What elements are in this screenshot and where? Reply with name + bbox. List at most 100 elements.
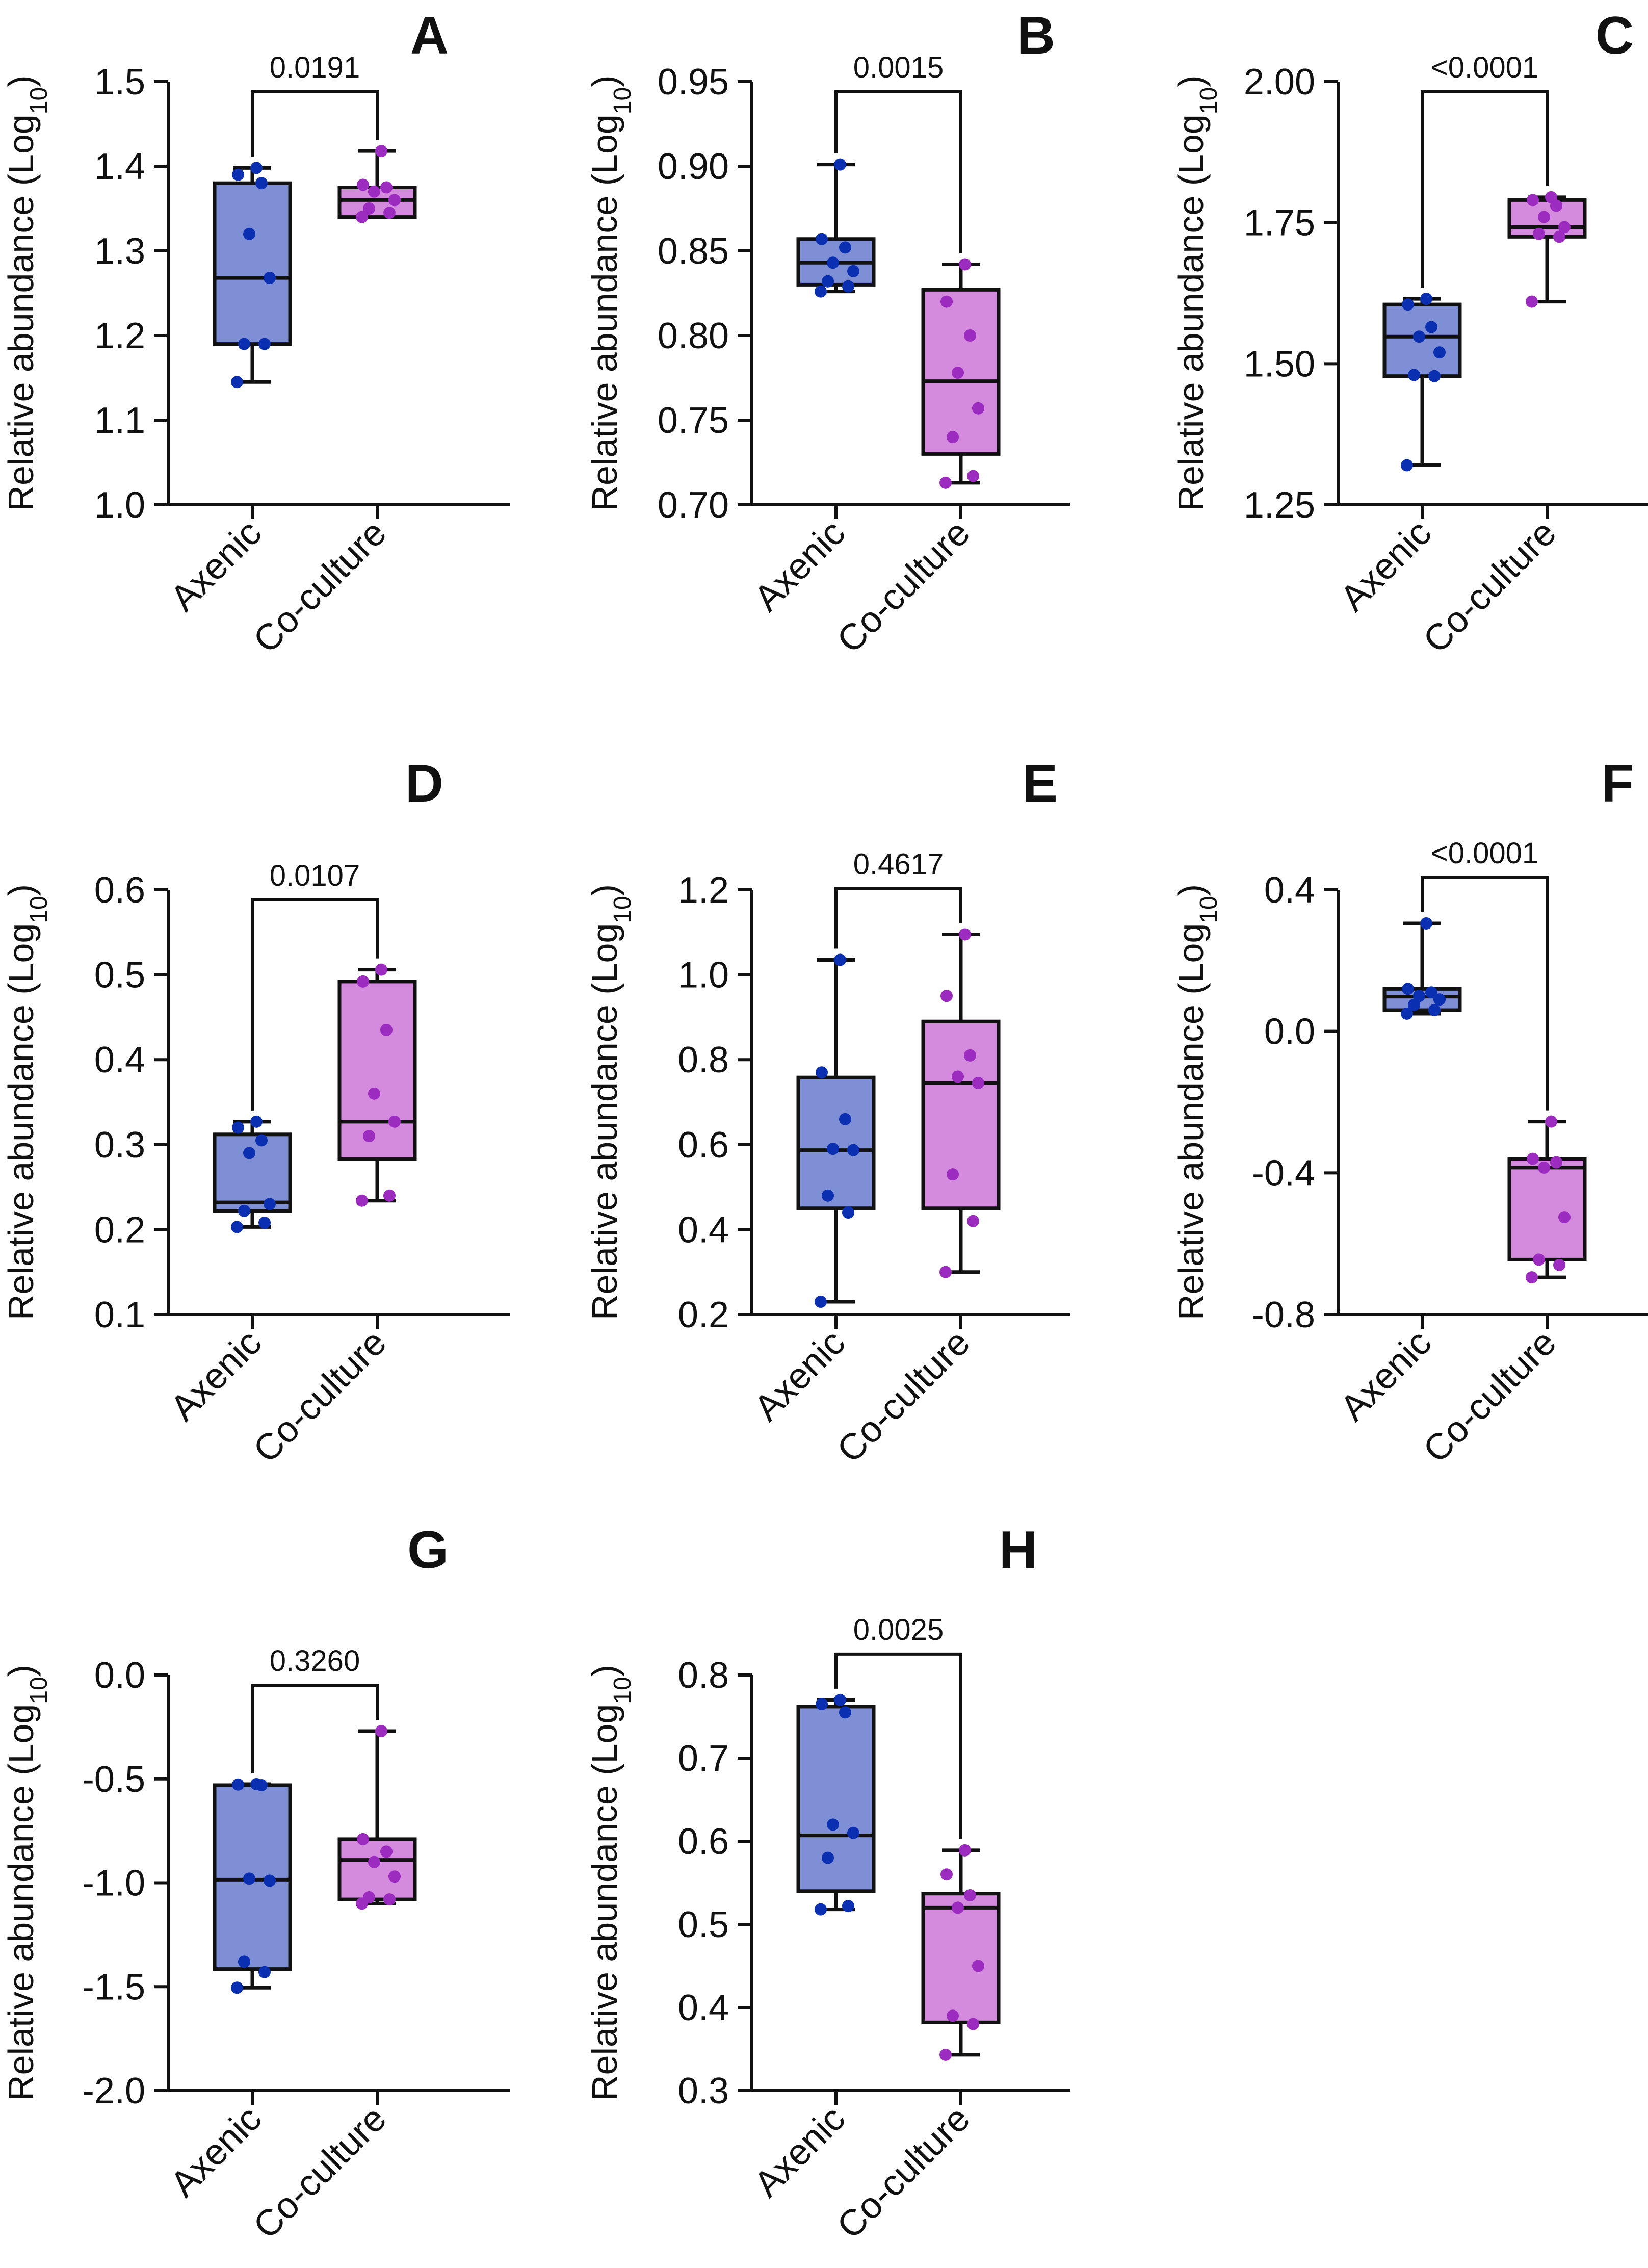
box-co-culture (337, 1837, 417, 1901)
data-point-axenic (232, 1778, 244, 1791)
box-co-culture (1507, 1157, 1587, 1261)
data-point-axenic (232, 1121, 244, 1134)
data-point-axenic (815, 1903, 827, 1916)
y-tick-label: 0.4 (678, 1209, 729, 1250)
data-point-co-culture (1526, 1271, 1538, 1284)
y-tick-label: 0.3 (94, 1125, 145, 1166)
data-point-co-culture (952, 1901, 964, 1914)
data-point-co-culture (1538, 211, 1550, 223)
data-point-co-culture (1545, 191, 1557, 203)
y-tick-label: 1.1 (94, 400, 145, 441)
p-value-label: 0.4617 (853, 847, 944, 881)
data-point-axenic (1402, 298, 1414, 311)
data-point-co-culture (1538, 1161, 1550, 1174)
data-point-co-culture (964, 1889, 976, 1901)
y-axis-label-subscript: 10 (609, 87, 636, 114)
y-tick-label: 0.4 (1264, 870, 1315, 911)
y-tick-label: 0.5 (94, 955, 145, 996)
p-value-label: 0.0025 (853, 1613, 944, 1646)
data-point-co-culture (368, 1855, 380, 1868)
data-point-co-culture (388, 1870, 401, 1883)
y-tick-label: 0.6 (678, 1125, 729, 1166)
data-point-co-culture (952, 367, 964, 379)
y-tick-label: 0.1 (94, 1295, 145, 1335)
data-point-axenic (1420, 917, 1432, 930)
data-point-co-culture (972, 402, 984, 415)
data-point-axenic (1425, 321, 1437, 333)
box-co-culture (337, 980, 417, 1161)
data-point-axenic (822, 275, 834, 288)
data-point-co-culture (939, 476, 952, 489)
y-tick-label: 0.8 (678, 1040, 729, 1080)
y-tick-label: 1.75 (1244, 203, 1315, 244)
y-axis-label-close: ) (585, 75, 624, 87)
data-point-axenic (1433, 993, 1446, 1006)
panel-letter: F (1601, 754, 1634, 813)
data-point-axenic (847, 265, 859, 277)
data-point-axenic (815, 285, 827, 298)
panel-letter: E (1023, 754, 1058, 813)
data-point-co-culture (947, 1168, 959, 1181)
y-tick-label: 0.75 (658, 400, 729, 441)
y-axis-label-close: ) (585, 884, 624, 896)
y-tick-label: 1.5 (94, 62, 145, 102)
p-value-label: <0.0001 (1431, 51, 1538, 84)
data-point-axenic (243, 1872, 255, 1885)
data-point-co-culture (356, 211, 368, 223)
data-point-axenic (822, 1189, 834, 1202)
data-point-co-culture (964, 1049, 976, 1062)
y-tick-label: 0.70 (658, 485, 729, 526)
p-value-label: 0.0107 (270, 859, 360, 892)
data-point-co-culture (357, 178, 369, 191)
data-point-axenic (250, 1777, 263, 1790)
y-tick-label: -2.0 (82, 2071, 145, 2111)
box-axenic (796, 1075, 876, 1210)
data-point-axenic (1425, 986, 1437, 999)
data-point-co-culture (947, 431, 959, 444)
y-tick-label: -1.5 (82, 1967, 145, 2007)
data-point-co-culture (959, 1844, 971, 1857)
data-point-axenic (258, 1217, 271, 1229)
y-axis-label-subscript: 10 (25, 896, 53, 923)
data-point-axenic (1401, 459, 1413, 472)
data-point-co-culture (368, 1087, 380, 1100)
data-point-co-culture (964, 329, 976, 342)
data-point-axenic (1413, 330, 1425, 343)
y-tick-label: 0.95 (658, 62, 729, 102)
data-point-co-culture (375, 145, 387, 158)
data-point-axenic (847, 1826, 859, 1839)
data-point-co-culture (380, 1023, 393, 1036)
data-point-axenic (258, 338, 271, 350)
data-point-co-culture (380, 181, 393, 194)
data-point-axenic (822, 1851, 834, 1864)
data-point-axenic (264, 1198, 276, 1210)
data-point-axenic (250, 1115, 263, 1128)
data-point-axenic (238, 1204, 250, 1217)
data-point-axenic (842, 1206, 854, 1219)
data-point-axenic (243, 227, 255, 240)
data-point-co-culture (940, 990, 953, 1002)
y-tick-label: 0.4 (94, 1040, 145, 1080)
box-axenic (213, 1132, 292, 1213)
data-point-axenic (839, 1113, 851, 1125)
data-point-co-culture (967, 470, 979, 482)
data-point-axenic (1428, 370, 1441, 382)
y-tick-label: 0.85 (658, 231, 729, 272)
data-point-axenic (839, 241, 851, 254)
data-point-axenic (1401, 1007, 1413, 1020)
data-point-co-culture (1553, 230, 1565, 243)
y-tick-label: 1.50 (1244, 344, 1315, 384)
y-axis-label-subscript: 10 (609, 896, 636, 923)
data-point-axenic (1420, 293, 1432, 305)
panel-letter: G (407, 1520, 449, 1580)
y-axis-label-close: ) (1, 884, 41, 896)
data-point-axenic (1428, 1004, 1441, 1017)
data-point-axenic (827, 1143, 839, 1155)
data-point-axenic (816, 233, 828, 245)
panel-letter: B (1017, 6, 1055, 65)
data-point-co-culture (368, 185, 380, 198)
y-tick-label: -1.0 (82, 1863, 145, 1904)
y-axis-label-close: ) (1171, 75, 1211, 87)
data-point-axenic (847, 1144, 859, 1156)
